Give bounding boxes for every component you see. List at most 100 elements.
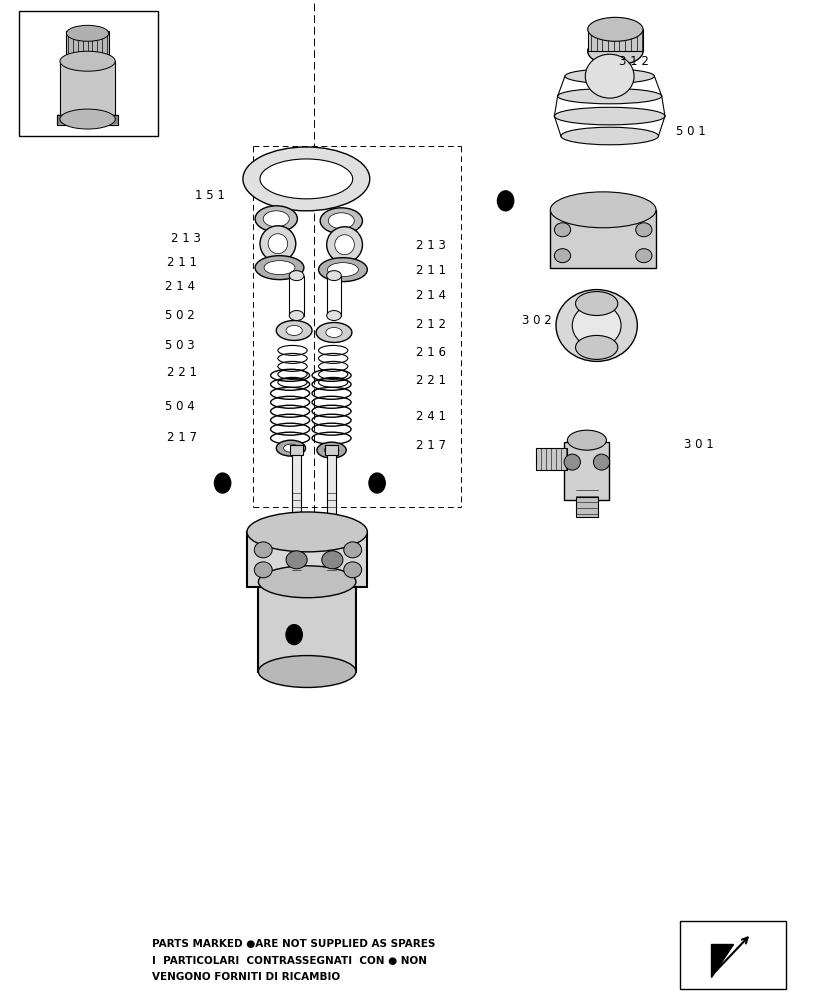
Bar [289, 276, 304, 316]
Text: 5 0 1: 5 0 1 [676, 125, 706, 138]
Ellipse shape [259, 566, 356, 598]
Ellipse shape [557, 88, 662, 104]
Ellipse shape [264, 211, 289, 227]
Text: 3 0 2: 3 0 2 [522, 314, 552, 327]
Ellipse shape [255, 542, 273, 558]
Ellipse shape [554, 249, 570, 263]
Text: 2 1 2: 2 1 2 [416, 318, 446, 331]
Bar [575, 497, 598, 517]
Text: 5 0 3: 5 0 3 [166, 339, 195, 352]
Text: 2 2 1: 2 2 1 [166, 366, 197, 379]
Ellipse shape [326, 327, 342, 337]
Ellipse shape [588, 17, 643, 41]
Ellipse shape [289, 271, 304, 281]
Text: 2 1 7: 2 1 7 [416, 439, 446, 452]
Text: VENGONO FORNITI DI RICAMBIO: VENGONO FORNITI DI RICAMBIO [152, 972, 340, 982]
Polygon shape [711, 944, 734, 977]
Ellipse shape [585, 54, 634, 98]
Ellipse shape [268, 234, 288, 254]
Bar [291, 452, 301, 570]
Text: 2 1 7: 2 1 7 [166, 431, 197, 444]
Ellipse shape [316, 322, 352, 342]
Ellipse shape [572, 304, 621, 347]
Ellipse shape [344, 562, 361, 578]
Ellipse shape [588, 37, 643, 65]
Ellipse shape [324, 446, 339, 454]
Bar [56, 115, 118, 125]
Ellipse shape [326, 311, 341, 320]
Ellipse shape [327, 263, 358, 277]
Ellipse shape [567, 430, 606, 450]
Ellipse shape [317, 442, 346, 458]
Ellipse shape [561, 127, 659, 145]
Ellipse shape [554, 223, 570, 237]
Text: I  PARTICOLARI  CONTRASSEGNATI  CON ● NON: I PARTICOLARI CONTRASSEGNATI CON ● NON [152, 956, 427, 966]
Ellipse shape [320, 208, 362, 234]
Ellipse shape [247, 512, 367, 552]
Text: 2 4 1: 2 4 1 [416, 410, 446, 423]
Bar [259, 582, 356, 672]
Text: 2 1 6: 2 1 6 [416, 346, 446, 359]
Circle shape [215, 473, 231, 493]
Text: 2 2 1: 2 2 1 [416, 374, 446, 387]
Bar [66, 31, 109, 61]
Text: 5 0 2: 5 0 2 [165, 309, 195, 322]
Ellipse shape [322, 551, 343, 569]
Text: 3 0 1: 3 0 1 [685, 438, 714, 451]
Ellipse shape [60, 51, 115, 71]
Ellipse shape [556, 290, 637, 361]
Ellipse shape [264, 261, 295, 275]
Ellipse shape [335, 235, 354, 255]
Bar [550, 210, 656, 268]
Ellipse shape [259, 656, 356, 687]
Ellipse shape [326, 271, 341, 281]
Bar [536, 448, 567, 470]
Ellipse shape [289, 311, 304, 320]
Text: 2 1 1: 2 1 1 [166, 256, 197, 269]
Ellipse shape [260, 159, 353, 199]
Text: 2 1 4: 2 1 4 [165, 280, 195, 293]
Ellipse shape [554, 107, 665, 125]
Ellipse shape [277, 320, 312, 340]
Bar [325, 445, 338, 455]
Ellipse shape [564, 454, 580, 470]
Bar [60, 61, 115, 119]
Ellipse shape [286, 551, 307, 569]
Circle shape [286, 625, 302, 645]
Ellipse shape [318, 258, 367, 282]
Bar [247, 532, 367, 587]
Text: 2 1 1: 2 1 1 [416, 264, 446, 277]
Ellipse shape [565, 69, 654, 83]
Bar [326, 452, 336, 570]
Ellipse shape [277, 440, 305, 456]
Bar [290, 445, 303, 455]
Text: 3 1 2: 3 1 2 [619, 55, 650, 68]
Text: 2 1 4: 2 1 4 [416, 289, 446, 302]
Bar [326, 276, 341, 316]
Ellipse shape [243, 147, 370, 211]
Circle shape [369, 473, 385, 493]
Text: 2 1 3: 2 1 3 [171, 232, 201, 245]
Ellipse shape [255, 206, 297, 232]
Ellipse shape [326, 227, 362, 263]
Ellipse shape [344, 542, 361, 558]
Bar [20, 11, 157, 136]
Bar [681, 921, 786, 989]
Ellipse shape [286, 325, 302, 335]
Text: PARTS MARKED ●ARE NOT SUPPLIED AS SPARES: PARTS MARKED ●ARE NOT SUPPLIED AS SPARES [152, 939, 435, 949]
Ellipse shape [328, 213, 354, 229]
Ellipse shape [284, 444, 298, 452]
Ellipse shape [255, 256, 304, 280]
Ellipse shape [66, 25, 109, 41]
Ellipse shape [550, 192, 656, 228]
Ellipse shape [575, 335, 618, 359]
Text: 5 0 4: 5 0 4 [165, 400, 195, 413]
Circle shape [498, 191, 514, 211]
Text: 1 5 1: 1 5 1 [195, 189, 225, 202]
Ellipse shape [60, 109, 115, 129]
Ellipse shape [636, 249, 652, 263]
Ellipse shape [260, 226, 295, 262]
Ellipse shape [593, 454, 610, 470]
Bar [588, 29, 643, 51]
Text: 2 1 3: 2 1 3 [416, 239, 446, 252]
